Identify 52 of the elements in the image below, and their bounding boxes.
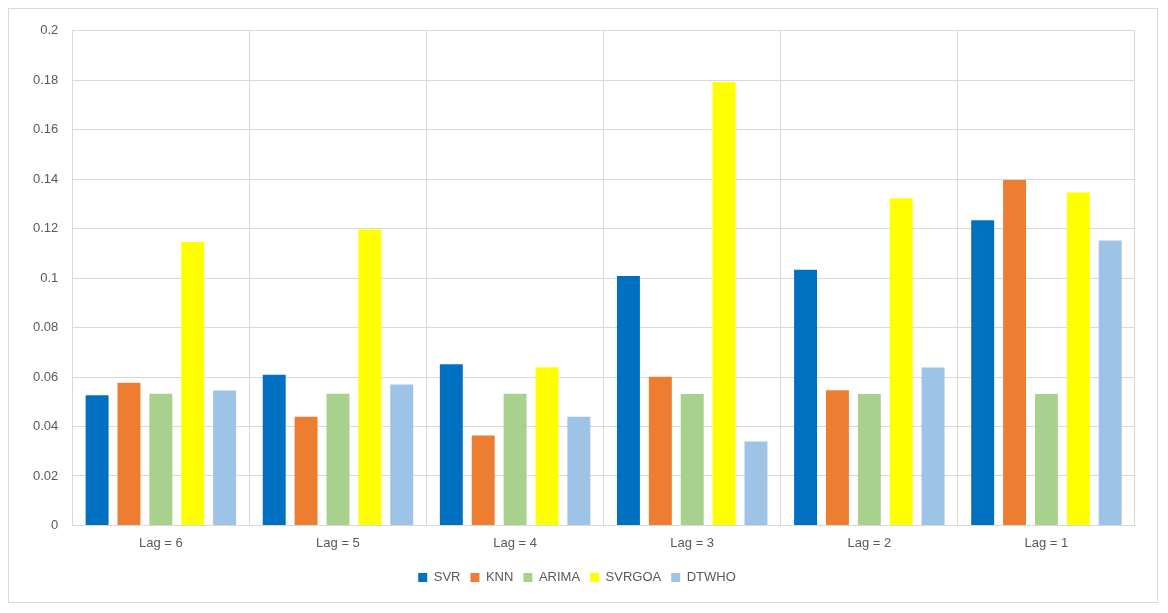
bar	[326, 393, 350, 525]
bar	[971, 220, 995, 525]
bar	[567, 416, 591, 525]
legend-label: ARIMA	[538, 569, 581, 585]
y-tick-label: 0.18	[32, 71, 59, 87]
bar	[471, 435, 495, 525]
legend-label: DTWHO	[686, 569, 736, 585]
bar	[1066, 192, 1090, 525]
bar	[149, 393, 173, 525]
bar	[712, 81, 736, 525]
bar	[390, 384, 414, 525]
legend-label: SVRGOA	[605, 569, 662, 585]
bar	[921, 367, 945, 525]
bar	[794, 269, 818, 525]
legend-label: SVR	[433, 569, 461, 585]
y-tick-label: 0.14	[32, 170, 59, 186]
bar	[825, 390, 849, 525]
x-tick-label: Lag = 4	[493, 534, 537, 550]
y-tick-label: 0.06	[32, 368, 59, 384]
bar	[1034, 394, 1058, 525]
y-tick-label: 0.08	[32, 319, 59, 335]
bar	[889, 198, 913, 525]
x-tick-label: Lag = 3	[670, 534, 715, 550]
bar	[1098, 240, 1122, 525]
bar	[117, 382, 141, 525]
bar	[213, 390, 237, 525]
x-tick-label: Lag = 6	[138, 534, 183, 550]
bar	[358, 229, 382, 525]
x-tick-label: Lag = 1	[1024, 534, 1069, 550]
bar	[439, 364, 463, 525]
bar	[744, 441, 768, 525]
bar	[648, 376, 672, 525]
bar	[535, 367, 559, 525]
bar	[680, 394, 704, 525]
bar	[1003, 179, 1027, 525]
bar	[262, 374, 286, 525]
legend-label: KNN	[485, 569, 514, 585]
y-tick-label: 0.12	[32, 220, 59, 236]
x-tick-label: Lag = 2	[847, 534, 892, 550]
y-tick-label: 0	[51, 516, 59, 532]
y-tick-label: 0.02	[32, 467, 59, 483]
y-tick-label: 0.16	[32, 121, 59, 137]
x-tick-label: Lag = 5	[316, 534, 360, 550]
bar	[503, 393, 527, 525]
bar	[857, 394, 881, 525]
bar	[616, 276, 640, 525]
y-tick-label: 0.04	[32, 418, 59, 434]
bar	[85, 395, 109, 525]
bar	[294, 416, 318, 525]
y-tick-label: 0.2	[40, 22, 59, 38]
y-tick-label: 0.1	[40, 269, 59, 285]
bar	[181, 241, 205, 525]
